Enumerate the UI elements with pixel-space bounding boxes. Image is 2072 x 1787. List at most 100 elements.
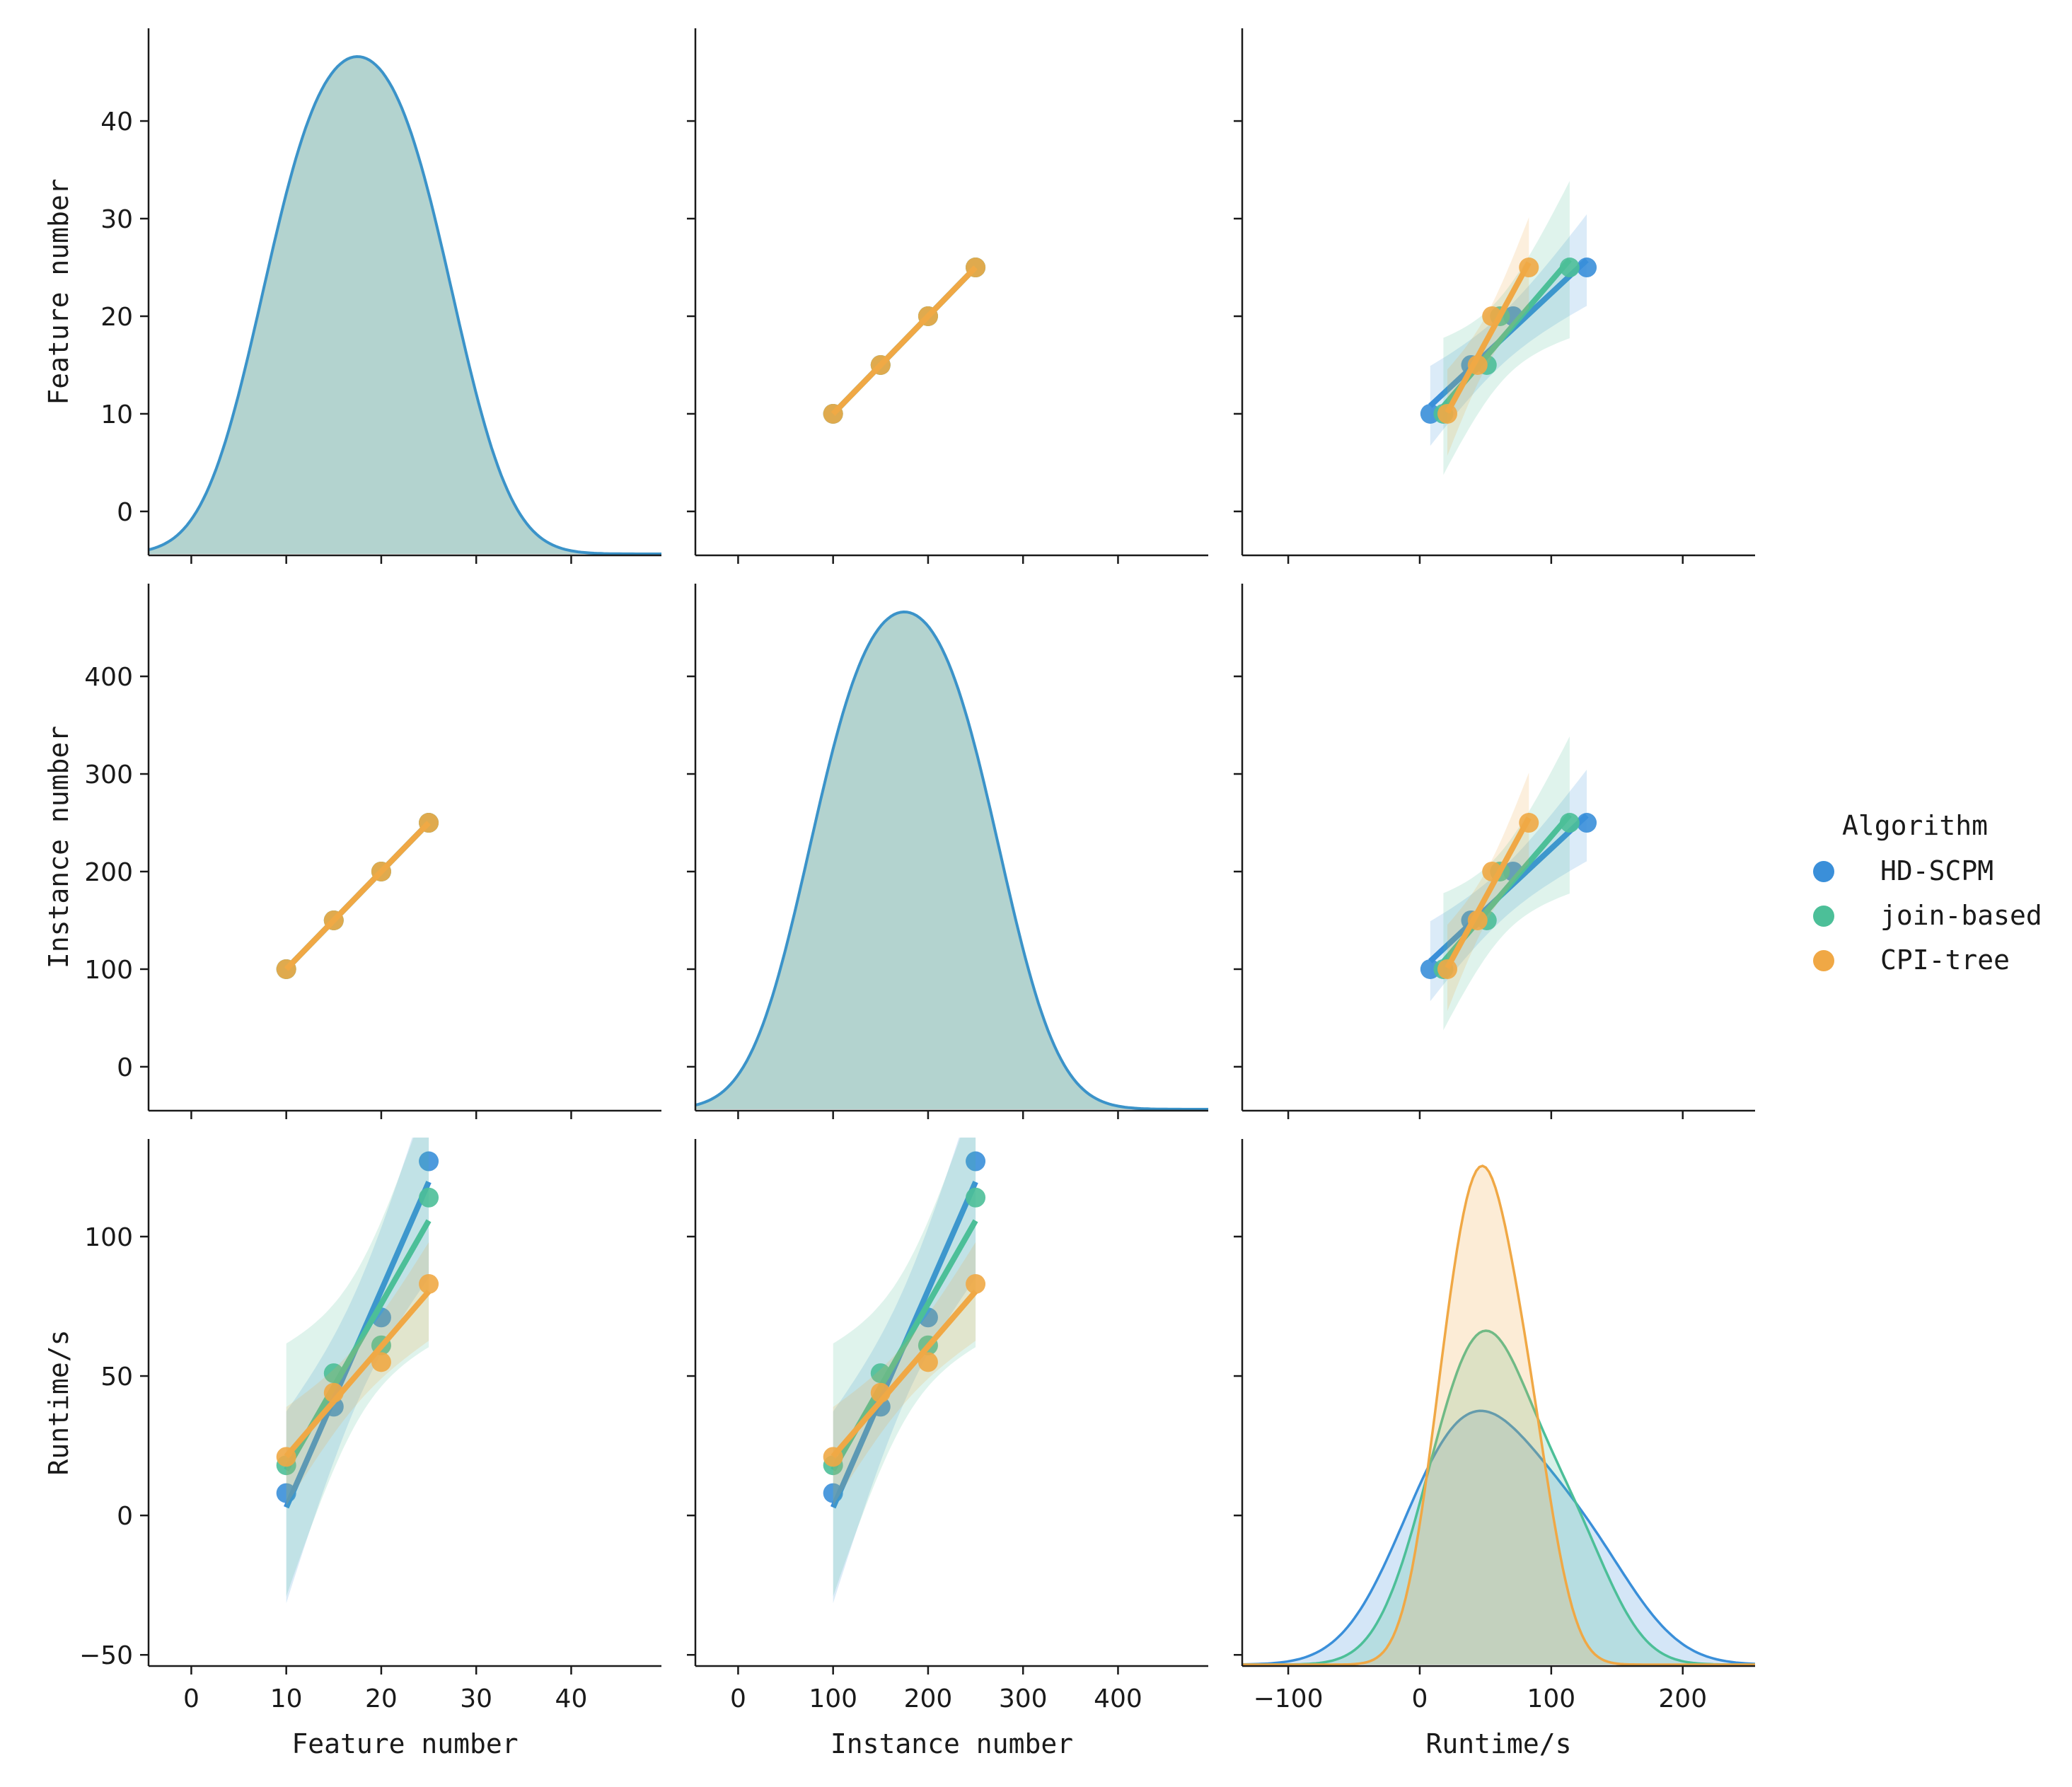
legend: Algorithm HD-SCPM join-based CPI-tree [1813,810,2042,976]
y-tick-label: 400 [84,663,133,692]
x-tick-label: 20 [365,1684,398,1713]
point-CPI-tree [371,861,391,881]
point-CPI-tree [276,959,296,979]
y-tick-label: −50 [79,1641,133,1670]
regression-line-CPI-tree [830,265,978,416]
panel-runtime-vs-feature: −50 0 50 100 0 10 20 30 40 [79,1138,661,1713]
kde-fill [149,57,661,554]
y-tick-label: 50 [100,1363,133,1392]
point-join-based [1559,258,1580,278]
y-tick-label: 0 [117,1502,133,1531]
point-join-based [870,1363,891,1384]
ci-band-join-based [1443,736,1570,1031]
panel-feature-vs-instance [687,28,1208,564]
point-CPI-tree [1437,403,1457,424]
ci-band-join-based [286,1138,429,1597]
point-CPI-tree [966,258,986,278]
y-axis-label: Instance number [43,726,74,968]
legend-label: CPI-tree [1880,944,2010,976]
x-tick-label: −100 [1254,1684,1324,1713]
point-CPI-tree [419,1273,439,1294]
y-tick-label: 200 [84,858,133,887]
y-axis-label: Runtime/s [43,1330,74,1476]
x-axis-label: Instance number [830,1728,1073,1759]
point-CPI-tree [323,910,344,930]
point-CPI-tree [1519,258,1539,278]
point-CPI-tree [1482,861,1503,881]
point-join-based [323,1363,344,1384]
x-tick-label: 10 [270,1684,303,1713]
kde-line-CPI-tree [1242,1164,1755,1666]
point-join-based [419,1187,439,1208]
y-tick-label: 300 [84,761,133,790]
x-tick-label: 100 [809,1684,857,1713]
point-CPI-tree [823,403,843,424]
point-HD-SCPM [1577,813,1597,833]
panel-instance-vs-runtime [1234,584,1755,1119]
point-CPI-tree [323,1382,344,1403]
point-HD-SCPM [419,1151,439,1172]
point-HD-SCPM [823,1483,843,1503]
point-CPI-tree [918,1352,938,1372]
point-HD-SCPM [1577,258,1597,278]
point-CPI-tree [1437,959,1457,979]
x-tick-label: 30 [460,1684,492,1713]
point-join-based [1559,813,1580,833]
x-axis-label: Runtime/s [1426,1728,1572,1759]
x-tick-label: 0 [730,1684,746,1713]
regression-line-CPI-tree [1445,816,1532,970]
panel-feature-vs-feature: 0 10 20 30 40 [100,28,661,564]
x-tick-label: 0 [183,1684,199,1713]
kde-fill-HD-SCPM [1242,1411,1755,1665]
x-tick-label: 300 [999,1684,1048,1713]
legend-marker-HD-SCPM [1813,861,1834,882]
regression-line-CPI-tree [284,1290,432,1459]
x-tick-label: 40 [555,1684,588,1713]
y-tick-label: 30 [100,205,133,234]
kde-line-HD-SCPM [1242,1409,1755,1666]
point-CPI-tree [371,1352,391,1372]
legend-label: HD-SCPM [1880,855,1993,886]
regression-line-CPI-tree [284,821,431,971]
point-CPI-tree [870,354,891,375]
ci-band-join-based [833,1138,976,1597]
regression-line-CPI-tree [1445,261,1532,415]
point-CPI-tree [1467,910,1488,930]
y-tick-label: 100 [84,1223,133,1252]
x-tick-label: 100 [1527,1684,1575,1713]
y-tick-label: 20 [100,303,133,332]
y-tick-label: 100 [84,956,133,985]
panel-runtime-vs-instance: 0 100 200 300 400 [687,1138,1208,1713]
y-axis-label: Feature number [43,178,74,405]
regression-line-CPI-tree [830,1290,978,1459]
kde-fill-join-based [1242,1331,1755,1665]
x-tick-label: 400 [1094,1684,1142,1713]
x-tick-label: 0 [1412,1684,1428,1713]
panel-instance-vs-instance [687,584,1208,1119]
y-tick-label: 40 [100,108,133,137]
panel-runtime-vs-runtime: −100 0 100 200 [1234,1139,1755,1713]
y-tick-label: 0 [117,498,133,527]
point-CPI-tree [1467,354,1488,375]
point-CPI-tree [823,1447,843,1467]
point-CPI-tree [870,1382,891,1403]
legend-label: join-based [1880,900,2042,931]
panel-feature-vs-runtime [1234,28,1755,564]
point-CPI-tree [419,813,439,833]
panel-instance-vs-feature: 0 100 200 300 400 [84,584,661,1119]
y-tick-label: 10 [100,400,133,429]
kde-line [149,54,661,555]
kde-line-join-based [1242,1329,1755,1666]
y-tick-label: 0 [117,1053,133,1082]
point-HD-SCPM [276,1483,296,1503]
point-CPI-tree [276,1447,296,1467]
point-CPI-tree [1482,306,1503,326]
point-HD-SCPM [966,1151,986,1172]
point-CPI-tree [1519,813,1539,833]
x-axis-label: Feature number [291,1728,518,1759]
point-HD-SCPM [323,1396,344,1417]
legend-marker-CPI-tree [1813,950,1834,971]
x-tick-label: 200 [904,1684,953,1713]
legend-marker-join-based [1813,906,1834,927]
